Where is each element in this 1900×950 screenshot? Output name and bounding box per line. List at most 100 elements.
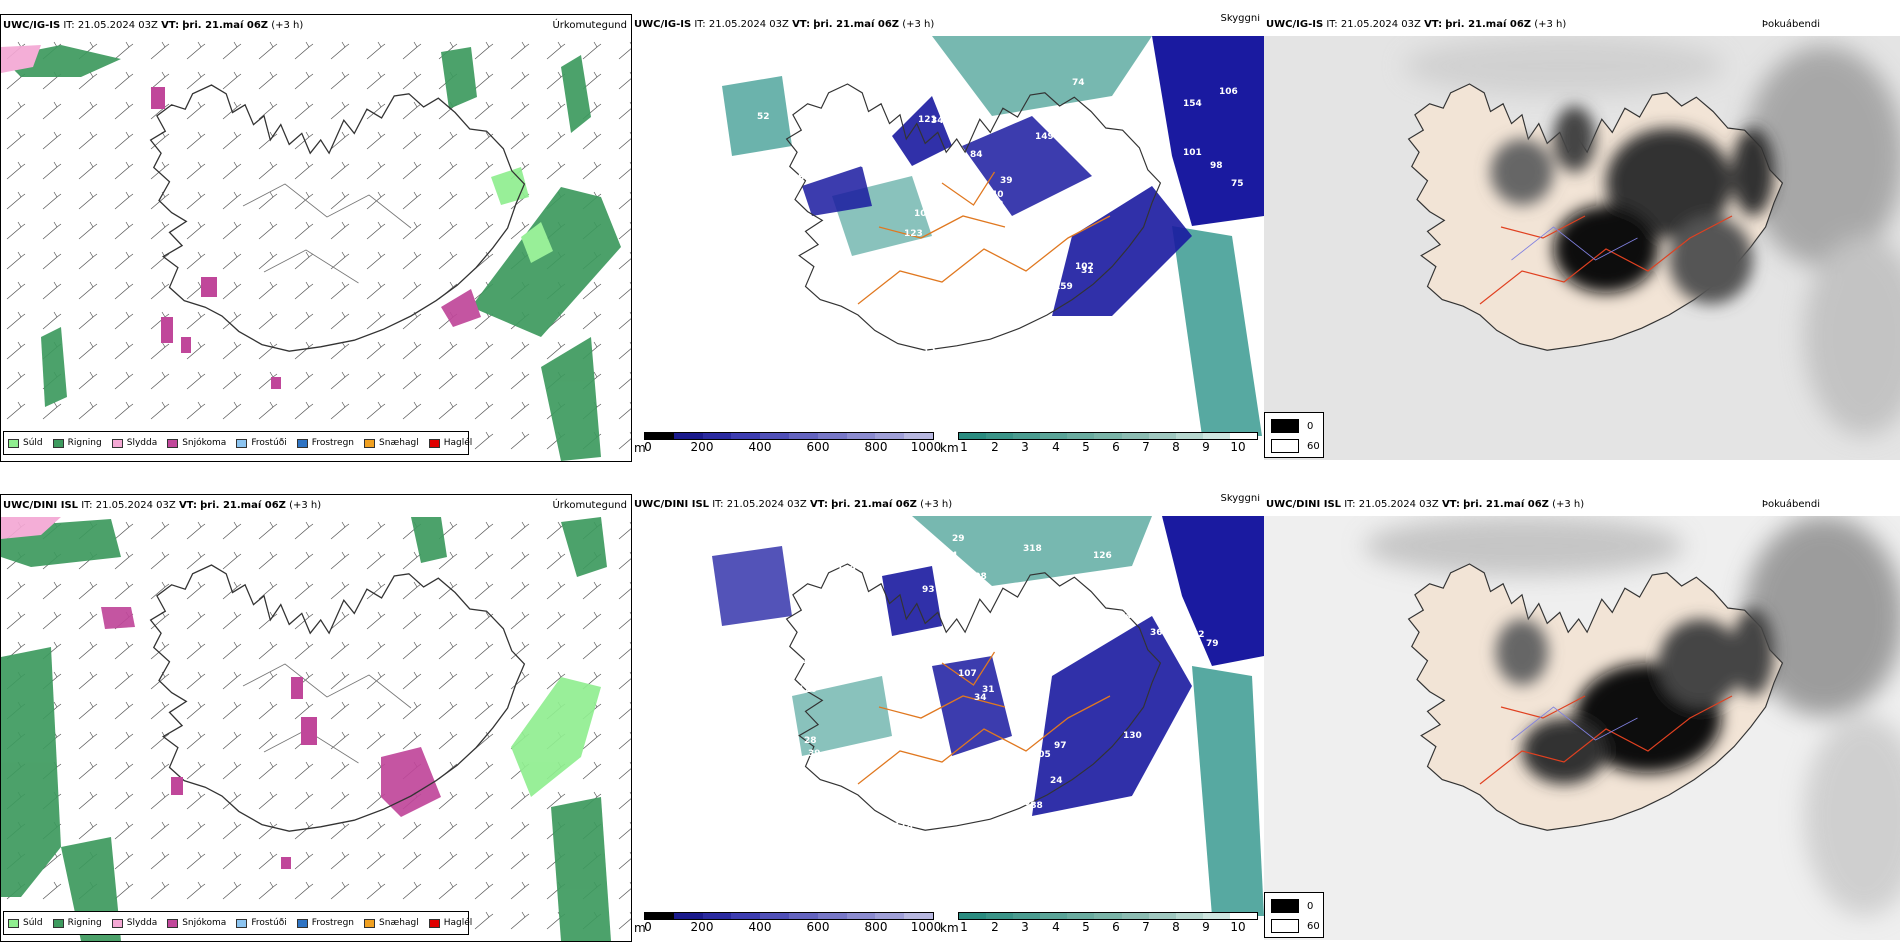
visibility-value-label: 103 [896,651,915,661]
visibility-value-label: 48 [974,400,987,410]
valid-time: þri. 21.maí 06Z [1463,499,1549,510]
panel-header: UWC/DINI ISL IT: 21.05.2024 03Z VT: þri.… [1,495,631,517]
panel-header: UWC/IG-IS IT: 21.05.2024 03Z VT: þri. 21… [632,14,1264,36]
vis-tick: 2 [991,440,999,454]
legend-entry-7: Haglél [428,438,472,448]
legend-entry-2: Slydda [111,438,157,448]
visibility-value-label: 35 [751,722,764,732]
legend-swatch [52,918,64,928]
precip-map [1,37,631,461]
visibility-colorbar-strip [958,432,1258,440]
legend-label: Snæhagl [379,438,419,448]
vis-bin [1040,433,1068,439]
visibility-value-label: 71 [751,317,764,327]
visibility-value-label: 111 [1029,344,1048,354]
panel-type-label: Þokuábendi [1761,19,1820,30]
valid-label: VT: [161,20,180,31]
height-bin [645,433,674,439]
visibility-unit: km [940,921,959,935]
visibility-value-label: 318 [1023,544,1042,554]
height-unit: m [634,921,646,935]
height-bin [846,913,876,919]
vis-bin [959,913,987,919]
height-tick: 400 [748,440,772,454]
visibility-value-label: 252 [822,678,841,688]
visibility-map: 222 126 189 204 323 252 39 48 36 47 35 29 24 34 32 97 95… [712,516,1264,916]
height-bin [645,913,674,919]
legend-entry-3: Snjókoma [167,438,226,448]
visibility-value-label: 154 [1183,99,1202,109]
model-name: UWC/IG-IS [1266,19,1324,30]
iceland-outline [1407,563,1784,831]
legend-entry-2: Slydda [111,918,157,928]
visibility-ticks: 1 2 3 4 5 6 7 8 9 10 [958,440,1258,454]
vis-tick: 6 [1112,440,1120,454]
visibility-value-label: 86 [827,307,840,317]
visibility-value-label: 73 [1040,264,1053,274]
height-colorbar: m 0 200 400 600 800 1000 [634,912,941,936]
fog-key-swatch [1271,419,1299,433]
legend-entry-1: Rigning [52,918,102,928]
visibility-value-label: 39 [808,749,821,759]
legend-label: Rigning [67,918,102,928]
panel-type-label: Úrkomutegund [552,20,627,31]
visibility-value-label: 39 [1000,176,1013,186]
vis-bin [1175,433,1203,439]
visibility-value-label: 31 [1081,266,1094,276]
iceland-outline [785,83,1162,351]
height-tick: 600 [806,920,830,934]
visibility-value-label: 75 [1231,179,1244,189]
height-unit: m [634,441,646,455]
visibility-value-label: 457 [1174,380,1193,390]
vis-tick: 2 [991,920,999,934]
visibility-value-label: 118 [894,822,913,832]
height-colorbar-strip [644,912,934,920]
height-bin [760,433,789,439]
panel-type-label: Þokuábendi [1761,499,1820,510]
visibility-value-label: 126 [1093,551,1112,561]
vis-bin [1148,433,1176,439]
legend-entry-3: Snjókoma [167,918,226,928]
model-name: UWC/IG-IS [3,20,61,31]
lead-time: (+3 h) [1552,499,1585,510]
visibility-value-label: 56 [1043,296,1056,306]
visibility-value-label: 29 [952,534,965,544]
height-bin [904,913,933,919]
visibility-value-label: 93 [934,830,947,840]
visibility-value-label: 102 [775,386,794,396]
panel-header: UWC/IG-IS IT: 21.05.2024 03Z VT: þri. 21… [1264,14,1900,36]
visibility-value-label: 79 [854,160,867,170]
visibility-value-label: 323 [984,771,1003,781]
lead-time: (+3 h) [902,19,935,30]
height-bin [875,913,905,919]
height-bin [760,913,789,919]
legend-swatch [167,918,179,928]
legend-swatch [167,438,179,448]
height-bin [817,433,847,439]
legend-label: Haglél [443,918,473,928]
height-bin [731,433,761,439]
visibility-value-label: 34 [931,116,944,126]
valid-time: þri. 21.maí 06Z [182,20,269,31]
visibility-value-label: 51 [823,116,836,126]
fog-key-row-1: 60 [1271,919,1320,933]
visibility-value-label: 388 [1024,801,1043,811]
visibility-value-label: 204 [1113,611,1132,621]
visibility-value-label: 61 [717,696,730,706]
visibility-value-label: 95 [1135,820,1148,830]
legend-entry-0: Súld [8,438,43,448]
valid-label: VT: [809,499,828,510]
legend-entry-5: Frostregn [296,438,354,448]
height-tick: 800 [864,440,888,454]
visibility-value-label: 54 [811,789,824,799]
visibility-value-label: 222 [777,829,796,839]
visibility-value-label: 38 [766,309,779,319]
vis-tick: 3 [1021,920,1029,934]
vis-tick: 1 [960,440,968,454]
visibility-value-label: 40 [991,190,1004,200]
legend-entry-7: Haglél [428,918,473,928]
panel-header: UWC/DINI ISL IT: 21.05.2024 03Z VT: þri.… [632,494,1264,516]
legend-swatch [111,918,123,928]
fog-key-label: 0 [1307,900,1314,912]
vis-bin [1229,913,1258,919]
